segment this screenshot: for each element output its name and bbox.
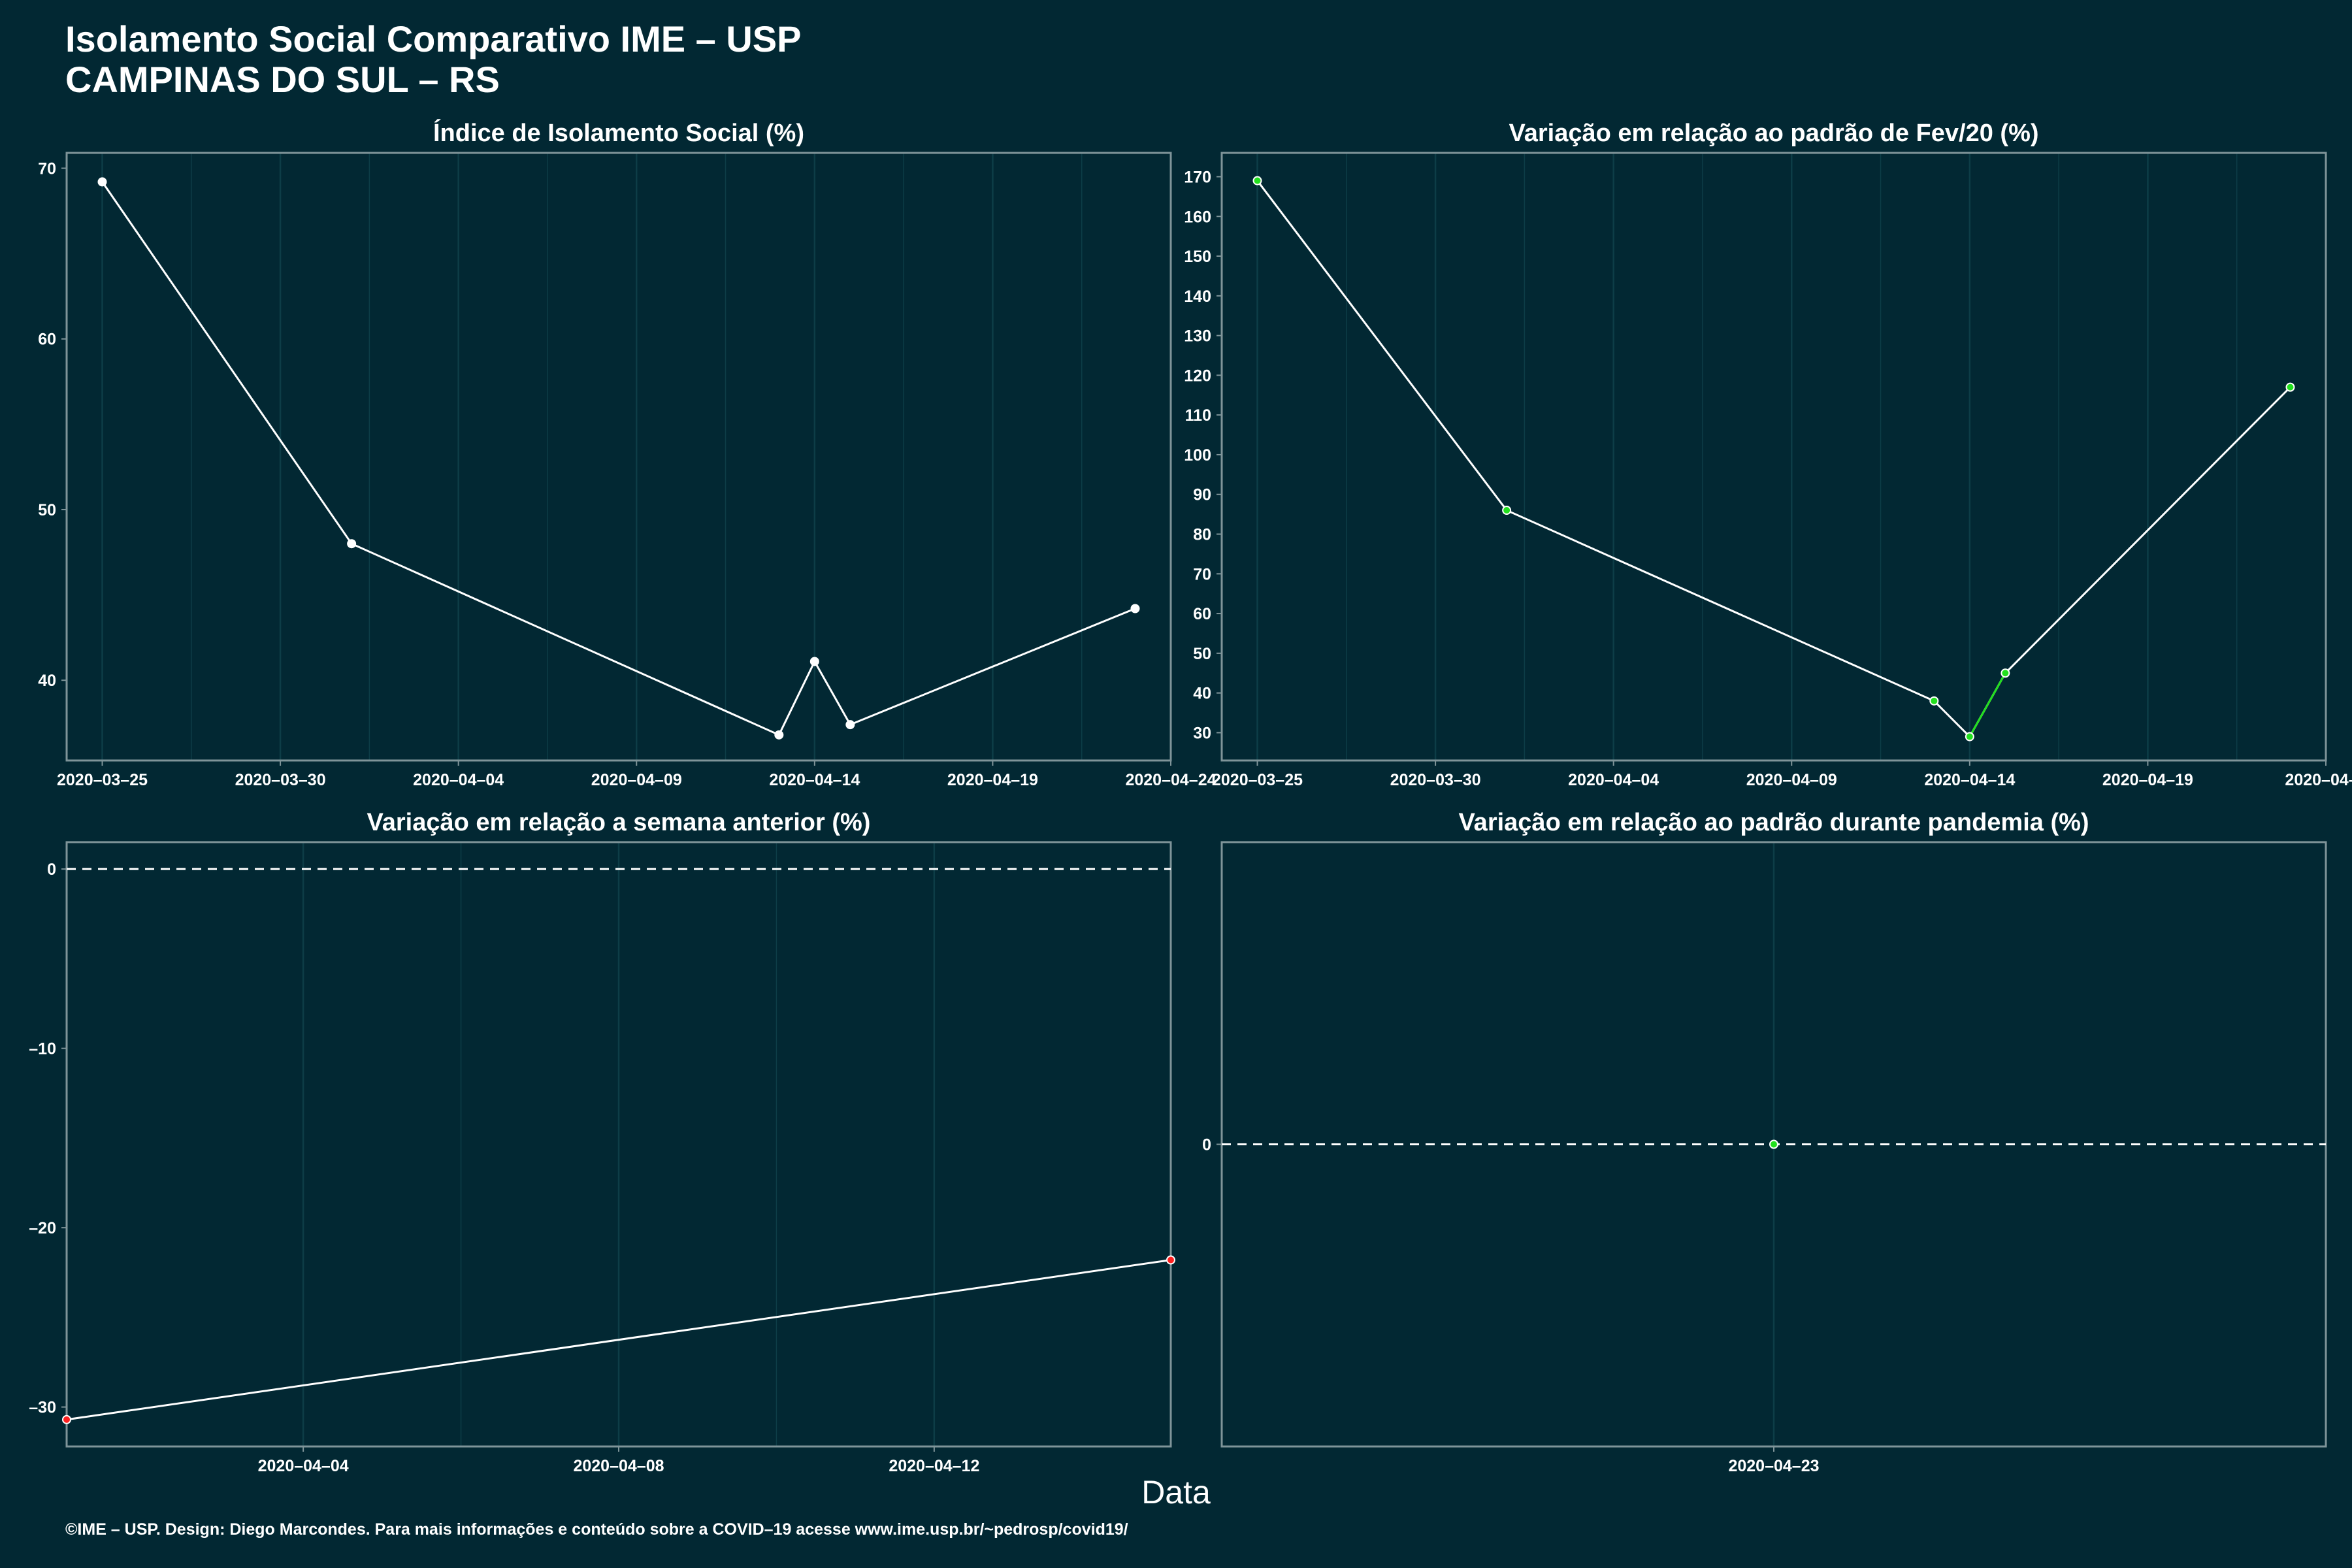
data-point — [774, 730, 784, 740]
panel-frame — [65, 841, 1172, 1448]
data-point — [2285, 382, 2295, 392]
data-point — [1769, 1139, 1778, 1149]
y-tick-label: 130 — [1184, 327, 1211, 346]
data-point — [62, 1414, 71, 1424]
x-tick-label: 2020–04–24 — [1125, 771, 1216, 789]
series-line — [1256, 180, 2291, 738]
panel-frame — [65, 152, 1172, 762]
data-point — [1252, 176, 1262, 186]
y-tick-label: 40 — [1193, 685, 1211, 703]
panel-frame — [1220, 152, 2327, 762]
panel-title: Variação em relação a semana anterior (%… — [367, 809, 871, 836]
panel-1: Índice de Isolamento Social (%) 2020–03–2… — [38, 118, 1216, 789]
panel-title: Índice de Isolamento Social (%) — [433, 118, 804, 147]
y-tick-label: 60 — [38, 331, 56, 349]
series-line — [66, 1259, 1171, 1421]
y-tick-label: 70 — [1193, 565, 1211, 583]
data-point — [97, 177, 107, 187]
data-point — [1965, 732, 1974, 742]
footer-credit: ©IME – USP. Design: Diego Marcondes. Par… — [65, 1520, 1128, 1539]
data-point — [1130, 604, 1140, 613]
data-point — [347, 539, 357, 549]
data-point — [1929, 696, 1939, 706]
x-tick-label: 2020–04–19 — [947, 771, 1038, 789]
data-point — [845, 720, 855, 730]
y-tick-label: 160 — [1184, 208, 1211, 226]
x-tick-label: 2020–04–08 — [573, 1457, 664, 1475]
y-tick-label: –30 — [29, 1399, 56, 1417]
series-segment — [1968, 672, 2006, 738]
y-tick-label: 0 — [47, 860, 56, 879]
x-tick-label: 2020–04–14 — [769, 771, 860, 789]
y-tick-label: 0 — [1202, 1136, 1211, 1154]
data-point — [1166, 1255, 1175, 1265]
x-tick-label: 2020–04–09 — [591, 771, 682, 789]
x-tick-label: 2020–03–30 — [235, 771, 326, 789]
x-tick-label: 2020–04–04 — [258, 1457, 349, 1475]
y-tick-label: 50 — [1193, 645, 1211, 663]
x-tick-label: 2020–03–30 — [1390, 771, 1481, 789]
data-point — [809, 657, 819, 666]
x-tick-label: 2020–04–19 — [2102, 771, 2193, 789]
y-tick-label: 40 — [38, 672, 56, 690]
y-tick-label: 170 — [1184, 168, 1211, 186]
x-axis-label: Data — [1141, 1474, 1211, 1511]
panel-title: Variação em relação ao padrão durante pa… — [1458, 809, 2089, 836]
y-tick-label: 150 — [1184, 248, 1211, 266]
panel-4: Variação em relação ao padrão durante pa… — [1202, 809, 2327, 1475]
x-tick-label: 2020–04–09 — [1746, 771, 1837, 789]
y-tick-label: 70 — [38, 160, 56, 178]
panel-3: Variação em relação a semana anterior (%… — [29, 809, 1175, 1475]
y-tick-label: 120 — [1184, 367, 1211, 385]
y-tick-label: –10 — [29, 1040, 56, 1058]
x-tick-label: 2020–04–2 — [2285, 771, 2352, 789]
panel-title: Variação em relação ao padrão de Fev/20 … — [1509, 120, 2038, 147]
y-tick-label: 60 — [1193, 605, 1211, 623]
y-tick-label: 110 — [1185, 406, 1211, 425]
y-tick-label: 140 — [1184, 287, 1211, 306]
x-tick-label: 2020–04–04 — [413, 771, 504, 789]
x-tick-label: 2020–03–25 — [57, 771, 148, 789]
y-tick-label: –20 — [29, 1219, 56, 1237]
y-tick-label: 90 — [1193, 486, 1211, 504]
y-tick-label: 30 — [1193, 724, 1211, 742]
y-tick-label: 100 — [1184, 446, 1211, 465]
panel-2: Variação em relação ao padrão de Fev/20 … — [1184, 120, 2352, 789]
x-tick-label: 2020–04–23 — [1728, 1457, 1819, 1475]
y-tick-label: 80 — [1193, 526, 1211, 544]
x-tick-label: 2020–04–04 — [1568, 771, 1659, 789]
x-tick-label: 2020–03–25 — [1212, 771, 1303, 789]
x-tick-label: 2020–04–12 — [889, 1457, 979, 1475]
chart-subtitle: CAMPINAS DO SUL – RS — [65, 59, 500, 100]
y-tick-label: 50 — [38, 501, 56, 519]
data-point — [2001, 668, 2010, 678]
series-line — [101, 181, 1136, 736]
x-tick-label: 2020–04–14 — [1924, 771, 2015, 789]
chart-title: Isolamento Social Comparativo IME – USP — [65, 18, 802, 59]
data-point — [1502, 506, 1512, 515]
